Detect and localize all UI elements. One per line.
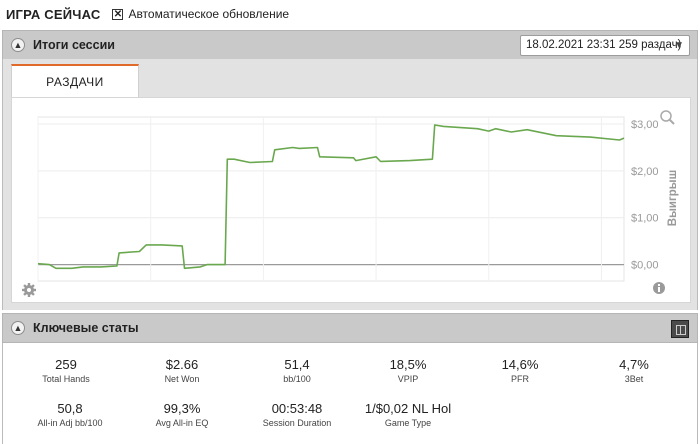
chevron-down-icon: ▼ bbox=[674, 40, 684, 51]
info-icon[interactable] bbox=[653, 282, 665, 294]
chart-area: $0,00$1,00$2,00$3,00050100150200250Разда… bbox=[11, 97, 691, 341]
stat-value: 51,4 bbox=[284, 357, 310, 372]
stat-label: VPIP bbox=[397, 374, 419, 384]
session-summary-header: ▲ Итоги сессии 18.02.2021 23:31 259 разд… bbox=[2, 30, 698, 60]
stat-label: Total Hands bbox=[42, 374, 90, 384]
stat-label: 3Bet bbox=[624, 374, 644, 384]
gear-icon[interactable] bbox=[22, 283, 36, 297]
stat-value: 50,8 bbox=[57, 401, 83, 416]
label-layer: $0,00$1,00$2,00$3,00050100150200250Разда… bbox=[35, 119, 679, 341]
stat-label: Net Won bbox=[164, 374, 200, 384]
stat-value: $2.66 bbox=[165, 357, 199, 372]
plot-layer bbox=[37, 124, 625, 270]
tab-hands[interactable]: РАЗДАЧИ bbox=[11, 64, 139, 98]
stat-value: 18,5% bbox=[389, 357, 427, 372]
stat-label: bb/100 bbox=[283, 374, 311, 384]
top-bar: ИГРА СЕЙЧАС ✕ Автоматическое обновление bbox=[0, 0, 700, 28]
stat-vpip: 18,5% VPIP bbox=[353, 357, 463, 384]
key-stats-title: Ключевые статы bbox=[33, 321, 139, 335]
grid-layer bbox=[37, 116, 625, 282]
collapse-stats-icon[interactable]: ▲ bbox=[11, 321, 25, 335]
stat-avg-allin-eq: 99,3% Avg All-in EQ bbox=[127, 401, 237, 428]
zoom-icon[interactable] bbox=[660, 110, 675, 125]
stat-bb100: 51,4 bb/100 bbox=[242, 357, 352, 384]
stat-value: 1/$0,02 NL Hol bbox=[364, 401, 452, 416]
y-tick-label: $2,00 bbox=[631, 166, 659, 178]
stat-label: Game Type bbox=[384, 418, 432, 428]
stat-pfr: 14,6% PFR bbox=[465, 357, 575, 384]
stat-value: 259 bbox=[55, 357, 77, 372]
stat-label: Session Duration bbox=[262, 418, 332, 428]
stat-label: Avg All-in EQ bbox=[155, 418, 209, 428]
stat-net-won: $2.66 Net Won bbox=[127, 357, 237, 384]
stat-value: 99,3% bbox=[163, 401, 201, 416]
y-tick-label: $3,00 bbox=[631, 119, 659, 131]
stat-total-hands: 259 Total Hands bbox=[11, 357, 121, 384]
y-axis-label: Выигрыш bbox=[667, 170, 679, 226]
y-tick-label: $0,00 bbox=[631, 260, 659, 272]
collapse-session-icon[interactable]: ▲ bbox=[11, 38, 25, 52]
session-select-value: 18.02.2021 23:31 259 раздач) bbox=[526, 39, 682, 51]
stat-game-type: 1/$0,02 NL Hol Game Type bbox=[353, 401, 463, 428]
stat-label: All-in Adj bb/100 bbox=[37, 418, 103, 428]
session-summary-body: РАЗДАЧИ $0,00$1,00$2,00$3,00050100150200… bbox=[2, 59, 698, 341]
page-title: ИГРА СЕЙЧАС bbox=[6, 6, 101, 22]
winnings-line bbox=[37, 124, 625, 270]
stat-value: 14,6% bbox=[501, 357, 539, 372]
stat-allin-adj-bb100: 50,8 All-in Adj bb/100 bbox=[15, 401, 125, 428]
auto-refresh-label[interactable]: Автоматическое обновление bbox=[128, 7, 290, 21]
session-summary-title: Итоги сессии bbox=[33, 38, 115, 52]
key-stats-body: 259 Total Hands $2.66 Net Won 51,4 bb/10… bbox=[2, 343, 698, 444]
plot-frame bbox=[37, 116, 625, 282]
session-select[interactable]: 18.02.2021 23:31 259 раздач) ▼ bbox=[520, 35, 690, 56]
winnings-chart: $0,00$1,00$2,00$3,00050100150200250Разда… bbox=[22, 110, 679, 341]
stat-value: 4,7% bbox=[619, 357, 649, 372]
stat-session-duration: 00:53:48 Session Duration bbox=[242, 401, 352, 428]
stat-value: 00:53:48 bbox=[271, 401, 323, 416]
stat-label: PFR bbox=[511, 374, 529, 384]
auto-refresh-checkbox[interactable]: ✕ bbox=[112, 8, 124, 20]
key-stats-header: ▲ Ключевые статы bbox=[2, 313, 698, 343]
y-tick-label: $1,00 bbox=[631, 213, 659, 225]
stat-3bet: 4,7% 3Bet bbox=[579, 357, 689, 384]
layout-toggle-icon[interactable] bbox=[671, 320, 689, 338]
